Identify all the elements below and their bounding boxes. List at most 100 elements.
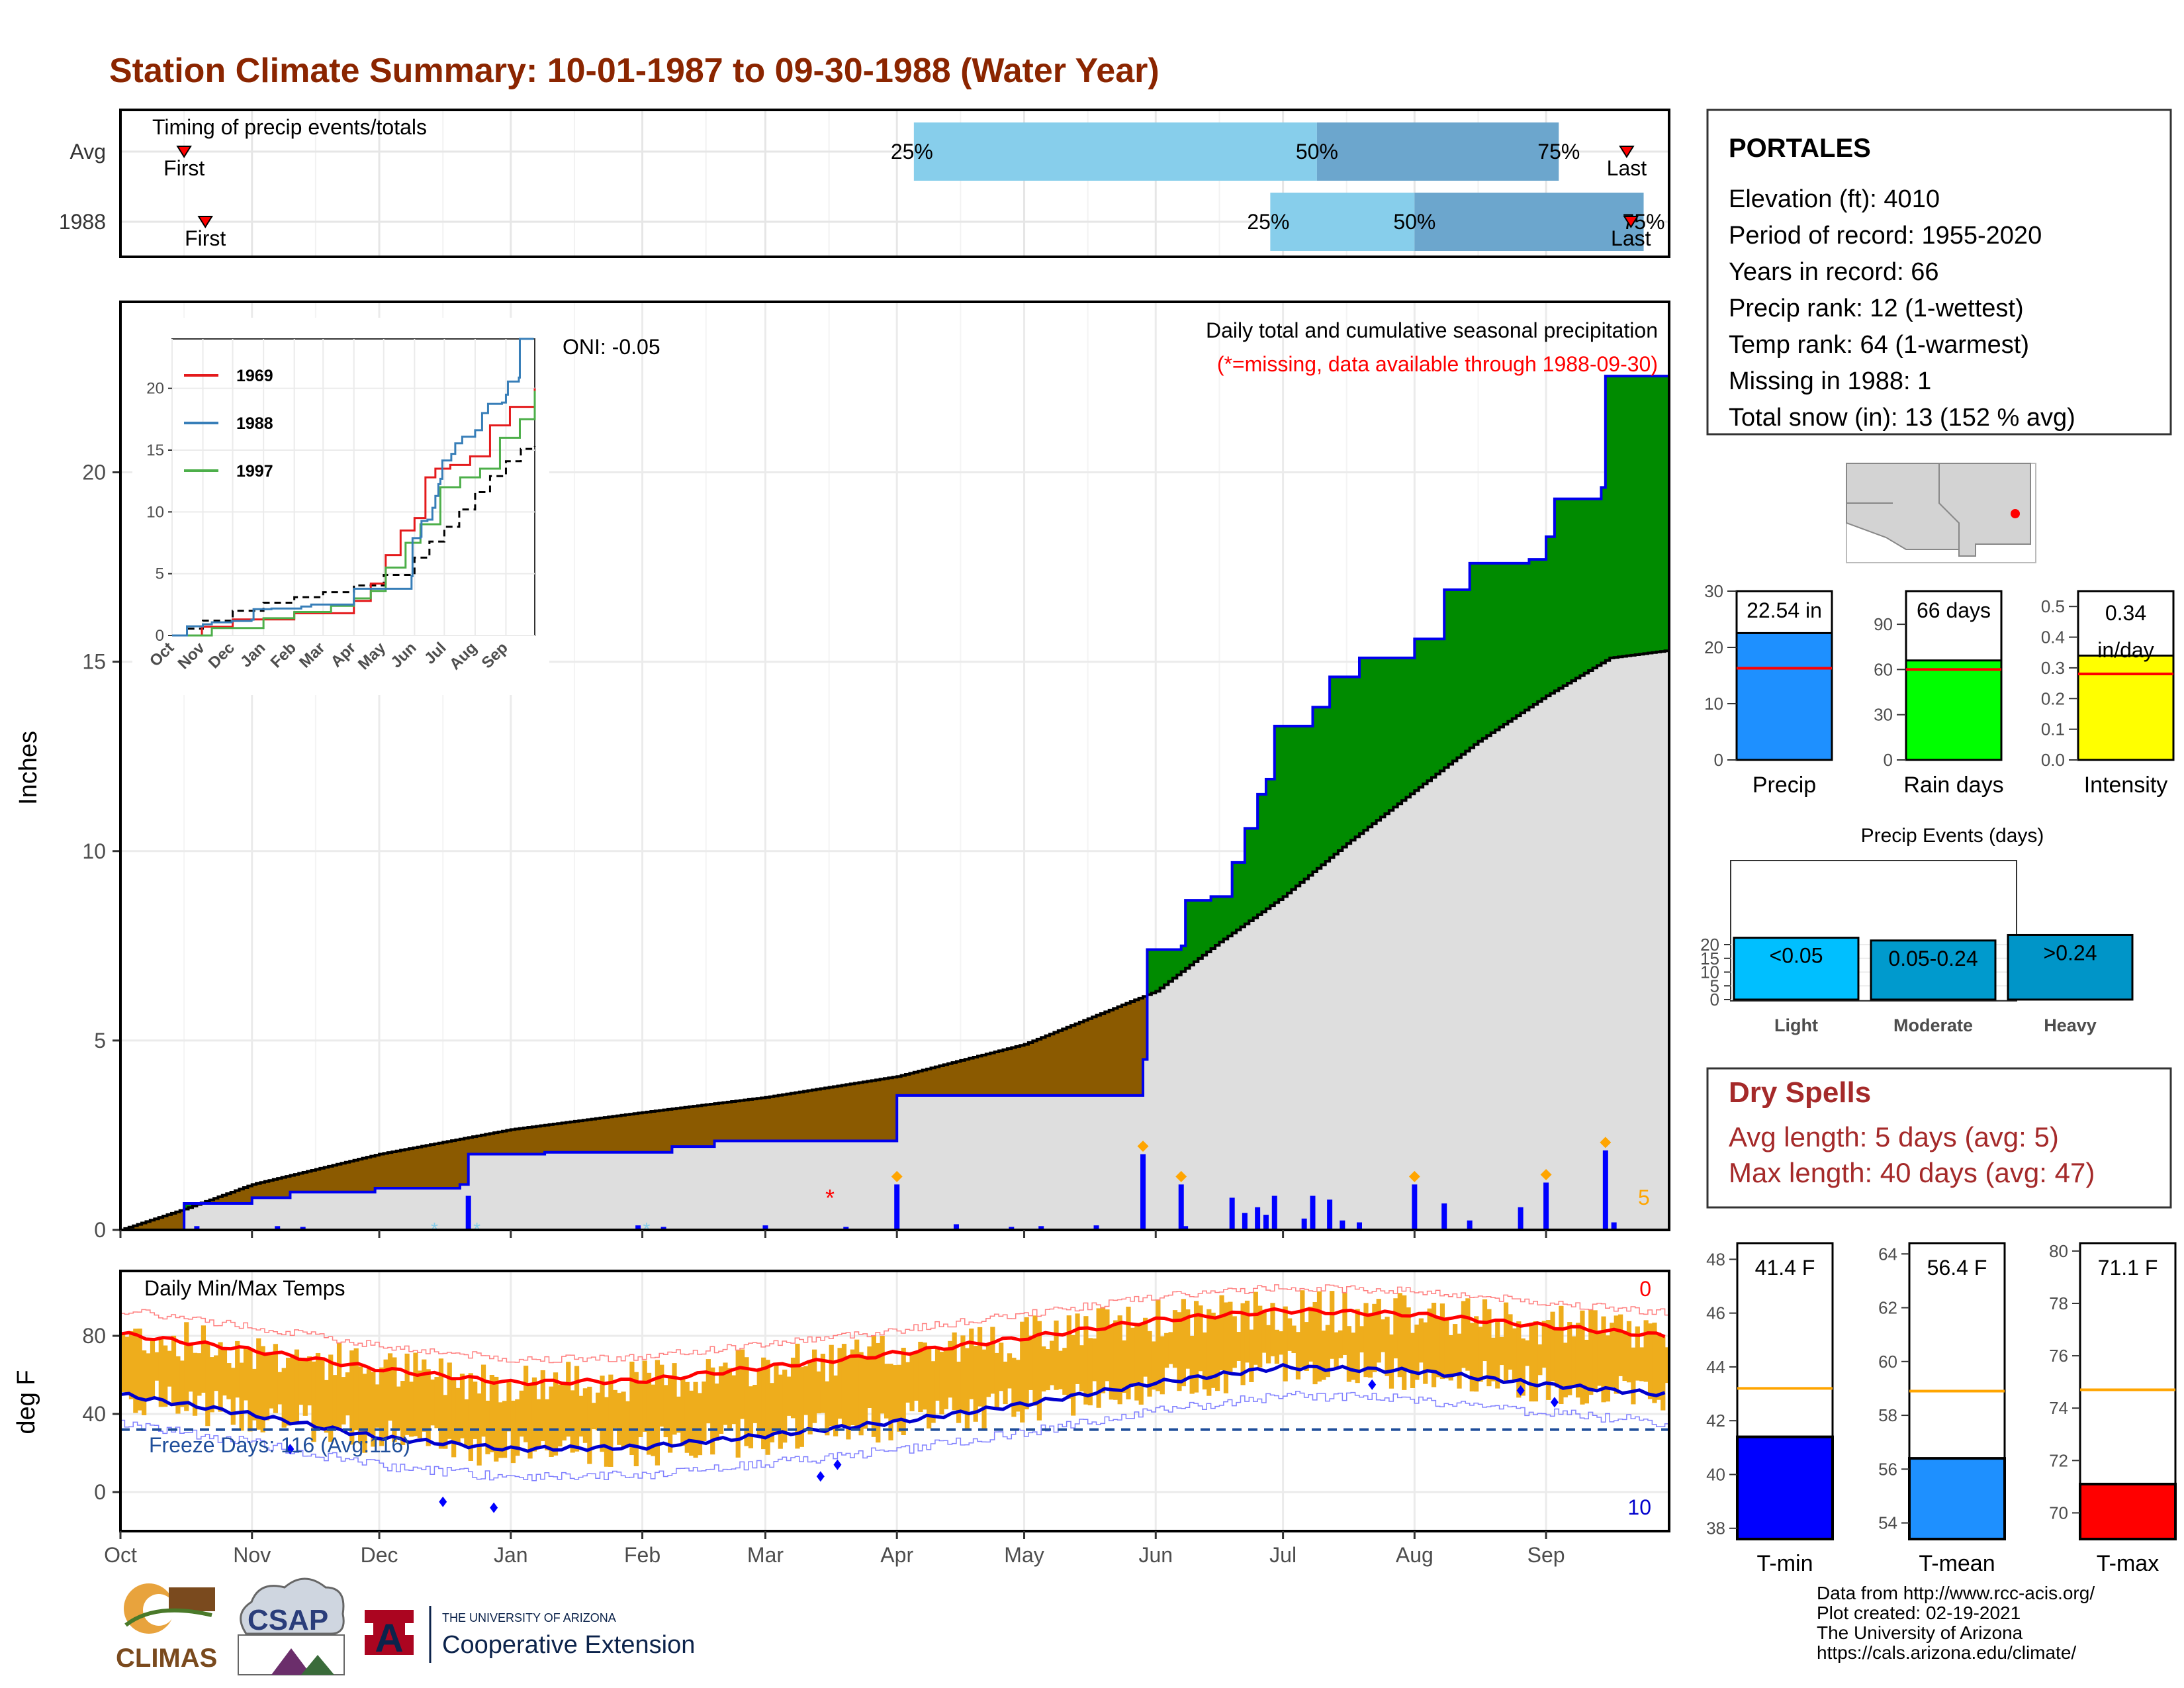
summary-bar-tick-label: 0.4 bbox=[2041, 628, 2065, 647]
daily-temp-bar bbox=[876, 1342, 881, 1443]
daily-temp-bar bbox=[1525, 1340, 1530, 1366]
daily-temp-bar bbox=[184, 1322, 189, 1411]
daily-temp-bar bbox=[473, 1382, 478, 1439]
daily-temp-bar bbox=[778, 1374, 783, 1449]
daily-temp-bar bbox=[1503, 1302, 1509, 1383]
daily-temp-bar bbox=[1261, 1309, 1267, 1353]
daily-precip-bar bbox=[1611, 1222, 1617, 1230]
ua-big-text: Cooperative Extension bbox=[442, 1631, 695, 1659]
daily-temp-bar bbox=[1007, 1353, 1013, 1389]
daily-temp-bar bbox=[1385, 1317, 1390, 1376]
temp-ytick-label: 40 bbox=[82, 1402, 106, 1426]
daily-temp-bar bbox=[943, 1348, 948, 1409]
month-axis: Oct Nov Dec Jan Feb Mar Apr May Jun Jul Aug Sep bbox=[104, 1230, 1565, 1567]
summary-bar-1 bbox=[1905, 659, 2003, 761]
daily-temp-bar bbox=[1028, 1335, 1034, 1390]
temp-summary-value: 41.4 F bbox=[1755, 1256, 1815, 1280]
first-event-marker bbox=[176, 146, 192, 158]
daily-temp-bar bbox=[672, 1363, 677, 1435]
summary-bar-value-text: 0.34 bbox=[2105, 601, 2146, 625]
daily-precip-bar bbox=[1310, 1196, 1316, 1230]
daily-temp-bar bbox=[1071, 1335, 1076, 1416]
last-event-marker bbox=[1619, 146, 1635, 158]
daily-temp-bar bbox=[1418, 1318, 1424, 1363]
daily-temp-bar bbox=[1635, 1326, 1640, 1381]
daily-temp-bar bbox=[366, 1369, 372, 1433]
daily-temp-bar bbox=[948, 1340, 953, 1398]
temp-summary-tick-label: 62 bbox=[1878, 1298, 1897, 1318]
daily-temp-bar bbox=[1355, 1309, 1360, 1383]
precip-events-title: Precip Events (days) bbox=[1861, 825, 2044, 847]
daily-temp-bar bbox=[663, 1385, 668, 1438]
daily-temp-bar bbox=[371, 1372, 376, 1447]
daily-precip-bar bbox=[275, 1226, 281, 1230]
daily-precip-bar bbox=[1543, 1182, 1549, 1230]
daily-temp-bar bbox=[1575, 1323, 1581, 1398]
record-low-marker bbox=[1368, 1379, 1377, 1390]
daily-temp-bar bbox=[197, 1353, 202, 1396]
daily-temp-bar bbox=[1054, 1320, 1059, 1390]
daily-temp-bar bbox=[1529, 1323, 1534, 1402]
timing-q75-label: 75% bbox=[1537, 140, 1580, 164]
daily-temp-bar bbox=[1236, 1332, 1242, 1361]
station-line-period: Period of record: 1955-2020 bbox=[1729, 222, 2042, 250]
daily-temp-bar bbox=[1058, 1350, 1064, 1389]
daily-temp-bar bbox=[230, 1368, 236, 1425]
daily-temp-bar bbox=[625, 1401, 631, 1445]
daily-temp-bar bbox=[1554, 1330, 1560, 1387]
daily-temp-bar bbox=[913, 1352, 919, 1401]
daily-precip-bar bbox=[1038, 1226, 1044, 1230]
daily-temp-bar bbox=[693, 1382, 698, 1458]
daily-temp-bar bbox=[188, 1344, 193, 1392]
surplus-area bbox=[184, 376, 1670, 1209]
daily-temp-bar bbox=[1372, 1303, 1377, 1372]
credit-line-created: Plot created: 02-19-2021 bbox=[1817, 1603, 2021, 1623]
daily-temp-bar bbox=[799, 1367, 804, 1447]
dry-spells-avg: Avg length: 5 days (avg: 5) bbox=[1729, 1121, 2059, 1152]
record-low-marker bbox=[1516, 1385, 1525, 1396]
daily-temp-bar bbox=[264, 1352, 270, 1421]
daily-temp-bar bbox=[1520, 1338, 1525, 1396]
daily-temp-bar bbox=[515, 1399, 520, 1456]
daily-temp-bar bbox=[1618, 1314, 1623, 1376]
timing-q25-label: 25% bbox=[891, 140, 933, 164]
daily-temp-bar bbox=[939, 1352, 944, 1415]
daily-temp-bar bbox=[527, 1383, 533, 1459]
timing-bar-q50-q75 bbox=[1414, 193, 1644, 251]
daily-temp-bar bbox=[362, 1374, 367, 1453]
missing-note: (*=missing, data available through 1988-… bbox=[1217, 352, 1658, 376]
daily-temp-bar bbox=[1643, 1320, 1649, 1382]
daily-temp-bar bbox=[960, 1335, 966, 1413]
daily-temp-bar bbox=[1584, 1339, 1589, 1404]
daily-temp-bar bbox=[1215, 1316, 1220, 1391]
daily-temp-bar bbox=[769, 1383, 775, 1442]
daily-temp-bar bbox=[646, 1372, 652, 1455]
summary-bar-2 bbox=[2077, 654, 2175, 761]
daily-temp-bar bbox=[1656, 1333, 1661, 1400]
events-bar-light bbox=[1733, 937, 1860, 1001]
heavy-event-marker bbox=[1540, 1168, 1552, 1180]
daily-temp-bar bbox=[443, 1395, 448, 1449]
daily-temp-bar bbox=[633, 1372, 639, 1466]
daily-temp-bar bbox=[795, 1343, 800, 1449]
daily-temp-bar bbox=[413, 1352, 418, 1436]
daily-temp-bar bbox=[226, 1363, 232, 1399]
daily-temp-bar bbox=[1571, 1336, 1576, 1388]
daily-precip-bar bbox=[1271, 1196, 1277, 1230]
daily-temp-bar bbox=[430, 1380, 435, 1426]
daily-temp-bar bbox=[740, 1349, 745, 1419]
daily-temp-bar bbox=[969, 1329, 974, 1399]
daily-temp-bar bbox=[256, 1338, 261, 1430]
events-bar-moderate bbox=[1870, 939, 1997, 1001]
daily-temp-bar bbox=[858, 1352, 864, 1436]
daily-temp-bar bbox=[867, 1346, 872, 1408]
daily-temp-bar bbox=[273, 1344, 279, 1413]
daily-precip-bar bbox=[1467, 1220, 1473, 1230]
month-label: Dec bbox=[361, 1543, 398, 1567]
daily-temp-bar bbox=[668, 1375, 673, 1453]
record-low-marker bbox=[816, 1471, 825, 1482]
daily-temp-bar bbox=[621, 1391, 626, 1449]
daily-temp-bar bbox=[710, 1367, 715, 1455]
daily-temp-bar bbox=[1597, 1330, 1602, 1386]
events-bar-label: >0.24 bbox=[2044, 941, 2097, 964]
